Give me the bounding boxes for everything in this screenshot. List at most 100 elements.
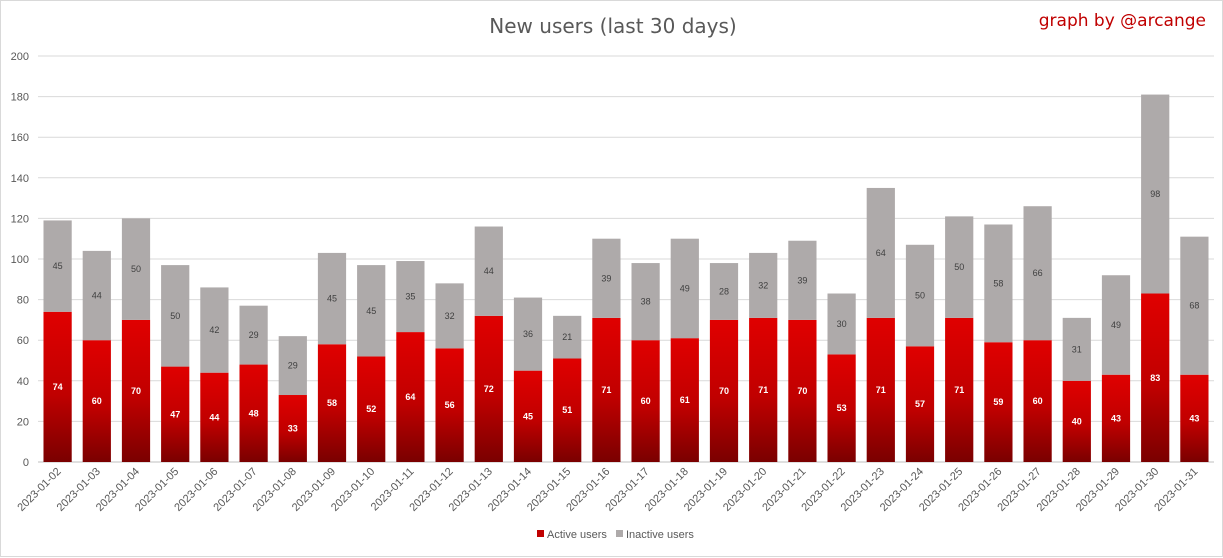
data-label-active: 57 bbox=[915, 399, 925, 409]
data-label-inactive: 39 bbox=[797, 275, 807, 285]
data-label-inactive: 32 bbox=[445, 311, 455, 321]
data-label-inactive: 66 bbox=[1033, 268, 1043, 278]
bar-active-users bbox=[200, 372, 229, 462]
data-label-active: 70 bbox=[719, 386, 729, 396]
y-axis-ticks: 0 20 40 60 80 100 120 140 160 180 200 bbox=[11, 51, 29, 469]
bar-active-users bbox=[905, 346, 935, 462]
bar-active-users bbox=[278, 395, 307, 462]
data-label-active: 48 bbox=[249, 408, 259, 418]
data-label-inactive: 38 bbox=[641, 297, 651, 307]
data-label-active: 64 bbox=[405, 392, 415, 402]
bar-inactive-users bbox=[670, 238, 699, 339]
bar-inactive-users bbox=[474, 226, 503, 316]
bar-inactive-users bbox=[161, 265, 190, 367]
legend-swatch bbox=[616, 530, 623, 537]
bar-inactive-users bbox=[1101, 275, 1131, 375]
y-tick-label: 20 bbox=[17, 416, 29, 428]
data-label-inactive: 28 bbox=[719, 286, 729, 296]
data-label-inactive: 32 bbox=[758, 280, 768, 290]
data-label-active: 71 bbox=[954, 385, 964, 395]
data-label-active: 72 bbox=[484, 384, 494, 394]
data-label-active: 71 bbox=[601, 385, 611, 395]
bar-active-users bbox=[866, 317, 895, 462]
y-tick-label: 80 bbox=[17, 295, 29, 307]
bar-inactive-users bbox=[788, 240, 817, 320]
data-label-active: 53 bbox=[837, 403, 847, 413]
y-tick-label: 40 bbox=[17, 376, 29, 388]
y-tick-label: 180 bbox=[11, 92, 29, 104]
y-tick-label: 140 bbox=[11, 173, 29, 185]
bar-active-users bbox=[709, 319, 739, 462]
data-label-active: 74 bbox=[53, 382, 63, 392]
data-label-active: 71 bbox=[758, 385, 768, 395]
bar-active-users bbox=[553, 358, 582, 462]
data-label-active: 43 bbox=[1189, 413, 1199, 423]
data-label-inactive: 39 bbox=[601, 273, 611, 283]
data-label-inactive: 49 bbox=[1111, 320, 1121, 330]
data-label-active: 83 bbox=[1150, 373, 1160, 383]
bar-inactive-users bbox=[827, 293, 856, 355]
data-label-inactive: 45 bbox=[53, 261, 63, 271]
data-label-inactive: 44 bbox=[484, 266, 494, 276]
data-label-active: 52 bbox=[366, 404, 376, 414]
bar-active-users bbox=[513, 370, 543, 462]
chart-credit: graph by @arcange bbox=[1039, 11, 1206, 31]
data-label-inactive: 21 bbox=[562, 332, 572, 342]
y-tick-label: 160 bbox=[11, 132, 29, 144]
data-label-active: 58 bbox=[327, 398, 337, 408]
bar-active-users bbox=[317, 344, 347, 462]
bar-inactive-users bbox=[357, 265, 386, 357]
legend: Active users Inactive users bbox=[537, 529, 694, 541]
bar-inactive-users bbox=[82, 250, 111, 341]
data-label-inactive: 58 bbox=[993, 278, 1003, 288]
bar-active-users bbox=[945, 317, 974, 462]
data-label-inactive: 42 bbox=[209, 325, 219, 335]
bar-active-users bbox=[1180, 374, 1209, 462]
bar-active-users bbox=[788, 319, 817, 462]
bar-inactive-users bbox=[278, 336, 307, 396]
data-label-active: 43 bbox=[1111, 413, 1121, 423]
data-label-inactive: 31 bbox=[1072, 344, 1082, 354]
bar-active-users bbox=[435, 348, 464, 462]
bar-active-users bbox=[239, 364, 268, 462]
legend-label: Inactive users bbox=[626, 529, 694, 541]
data-label-active: 33 bbox=[288, 424, 298, 434]
bar-inactive-users bbox=[1023, 206, 1052, 341]
bar-active-users bbox=[749, 317, 778, 462]
data-label-active: 47 bbox=[170, 409, 180, 419]
data-label-inactive: 29 bbox=[249, 330, 259, 340]
bar-active-users bbox=[82, 340, 111, 462]
bar-active-users bbox=[592, 317, 621, 462]
data-label-inactive: 30 bbox=[837, 319, 847, 329]
bar-active-users bbox=[396, 332, 425, 462]
data-label-active: 61 bbox=[680, 395, 690, 405]
bar-active-users bbox=[1141, 293, 1170, 462]
bar-inactive-users bbox=[239, 305, 268, 365]
data-label-active: 71 bbox=[876, 385, 886, 395]
bar-inactive-users bbox=[866, 187, 895, 318]
data-label-inactive: 45 bbox=[366, 306, 376, 316]
x-axis-ticks: 2023-01-022023-01-032023-01-042023-01-05… bbox=[15, 466, 1200, 514]
data-labels: 74 45 60 44 70 50 47 50 44 42 48 29 33 29 58 45 52 45 64 35… bbox=[53, 189, 1200, 433]
data-label-active: 60 bbox=[92, 396, 102, 406]
bar-inactive-users bbox=[749, 252, 778, 318]
bar-active-users bbox=[1101, 374, 1131, 462]
bar-active-users bbox=[161, 366, 190, 462]
data-label-inactive: 36 bbox=[523, 329, 533, 339]
bar-inactive-users bbox=[1180, 236, 1209, 375]
bar-active-users bbox=[474, 315, 503, 462]
bar-inactive-users bbox=[945, 216, 974, 318]
y-tick-label: 60 bbox=[17, 335, 29, 347]
bar-inactive-users bbox=[592, 238, 621, 318]
data-label-inactive: 50 bbox=[954, 262, 964, 272]
y-tick-label: 200 bbox=[11, 51, 29, 63]
data-label-inactive: 35 bbox=[405, 292, 415, 302]
bar-active-users bbox=[121, 319, 151, 462]
bar-inactive-users bbox=[905, 244, 935, 347]
bar-inactive-users bbox=[200, 287, 229, 373]
y-tick-label: 100 bbox=[11, 254, 29, 266]
y-tick-label: 0 bbox=[23, 457, 29, 469]
gridlines bbox=[38, 55, 1214, 463]
data-label-inactive: 50 bbox=[170, 311, 180, 321]
data-label-inactive: 64 bbox=[876, 248, 886, 258]
